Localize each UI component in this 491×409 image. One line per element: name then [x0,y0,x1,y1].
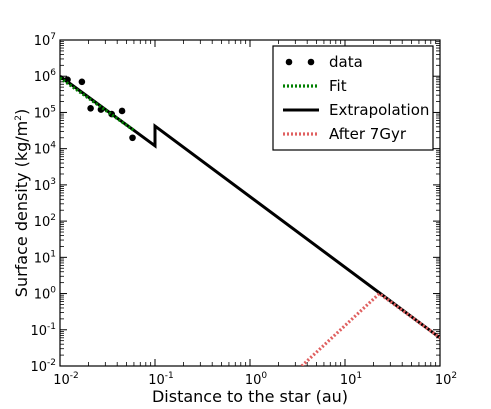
y-tick-label-base: 10 [30,360,47,375]
y-tick-label-exp: 7 [50,32,56,42]
x-tick-label-base: 10 [435,373,452,388]
x-tick-label: 101 [340,371,362,388]
y-tick-label: 10-2 [30,358,56,375]
data-point [78,78,86,86]
y-tick-label-base: 10 [34,143,51,158]
x-tick-label-base: 10 [53,373,70,388]
x-tick-label-base: 10 [245,373,262,388]
y-tick-label-base: 10 [34,70,51,85]
y-axis-label-end: ) [12,109,31,115]
y-tick-label: 102 [34,213,56,230]
x-tick-label-exp: 0 [261,371,267,381]
x-tick-label: 10-1 [148,371,174,388]
y-axis-label-main: Surface density (kg/m [12,121,31,297]
y-tick-label: 100 [34,286,57,303]
x-tick-label-exp: 1 [356,371,362,381]
y-tick-label: 103 [34,177,56,194]
y-tick-label-base: 10 [34,251,51,266]
y-tick-label-base: 10 [34,34,51,49]
x-tick-label-base: 10 [340,373,357,388]
y-tick-label-exp: -1 [47,322,56,332]
y-tick-label-exp: 1 [50,249,56,259]
axis-ticks: 10-2 10-1 100 101 10210-210-1100101102103104… [30,32,457,388]
data-point [129,134,136,142]
legend-label-data: data [329,53,363,71]
y-axis-label: Surface density (kg/m2) [12,109,31,297]
y-tick-label-exp: 0 [50,286,56,296]
x-tick-label: 100 [245,371,268,388]
x-tick-label-exp: 2 [451,371,457,381]
y-tick-label: 106 [34,68,57,85]
y-tick-label-exp: 3 [50,177,56,187]
y-tick-label-base: 10 [34,179,51,194]
y-tick-label-base: 10 [30,324,47,339]
y-tick-label-base: 10 [34,288,51,303]
x-tick-label-exp: -1 [165,371,174,381]
y-tick-label-base: 10 [34,106,51,121]
legend-label-extrapolation: Extrapolation [329,101,429,119]
y-tick-label-base: 10 [34,215,51,230]
legend-label-fit: Fit [329,77,347,95]
series-group [60,75,440,366]
x-tick-label-exp: -2 [70,371,79,381]
y-tick-label-exp: 4 [50,141,56,151]
legend-label-after-7gyr: After 7Gyr [329,125,407,143]
fit-line [60,76,135,132]
legend-marker-data [307,58,315,66]
y-tick-label-exp: -2 [47,358,56,368]
y-tick-label-exp: 5 [50,104,56,114]
x-tick-label: 10-2 [53,371,79,388]
x-tick-label: 102 [435,371,457,388]
x-axis-label: Distance to the star (au) [152,387,348,406]
after-7gyr-line [300,291,440,366]
y-tick-label: 101 [34,249,56,266]
y-tick-label: 10-1 [30,322,56,339]
x-tick-label-base: 10 [148,373,165,388]
legend-marker-data [285,58,293,66]
data-point [87,105,94,112]
y-tick-label: 104 [34,141,57,158]
y-axis-label-sup: 2 [14,115,24,121]
y-tick-label: 107 [34,32,56,49]
y-tick-label-exp: 6 [50,68,56,78]
y-tick-label: 105 [34,104,56,121]
y-tick-label-exp: 2 [50,213,56,223]
data-point [118,107,126,115]
legend: data Fit Extrapolation After 7Gyr [272,45,434,151]
